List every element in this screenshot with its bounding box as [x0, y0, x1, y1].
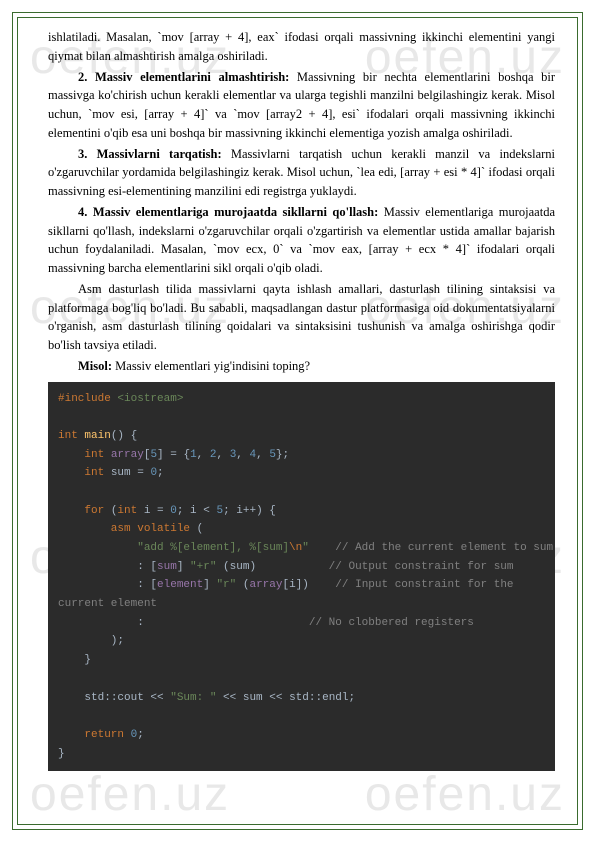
- code-text: () {: [111, 430, 137, 442]
- code-text: ; i++) {: [223, 505, 276, 517]
- code-text: (: [190, 523, 203, 535]
- code-str: "add %[element], %[sum]: [58, 542, 289, 554]
- code-text: sum =: [104, 467, 150, 479]
- code-kw: int: [58, 467, 104, 479]
- code-text: (sum): [216, 561, 328, 573]
- code-comment: // Input constraint for the: [335, 579, 513, 591]
- misol-line: Misol: Massiv elementlari yig'indisini t…: [48, 357, 555, 376]
- code-text: };: [276, 449, 289, 461]
- code-func: main: [78, 430, 111, 442]
- code-text: : [: [58, 579, 157, 591]
- code-block: #include <iostream> int main() { int arr…: [48, 382, 555, 772]
- code-kw: int: [117, 505, 137, 517]
- code-kw: int: [58, 449, 104, 461]
- code-preproc: #include: [58, 393, 111, 405]
- code-text: i =: [137, 505, 170, 517]
- code-kw: asm volatile: [58, 523, 190, 535]
- code-text: << sum <<: [216, 692, 289, 704]
- code-text: }: [58, 654, 91, 666]
- code-str: "+r": [190, 561, 216, 573]
- misol-text: Massiv elementlari yig'indisini toping?: [112, 359, 310, 373]
- paragraph-2: 2. Massiv elementlarini almashtirish: Ma…: [48, 68, 555, 143]
- section-label-3: 3. Massivlarni tarqatish:: [78, 147, 222, 161]
- code-text: (: [236, 579, 249, 591]
- code-num: 0: [170, 505, 177, 517]
- code-text: ,: [256, 449, 269, 461]
- code-kw: for: [58, 505, 104, 517]
- code-var: array: [104, 449, 144, 461]
- paragraph-1: ishlatiladi. Masalan, `mov [array + 4], …: [48, 28, 555, 66]
- code-text: ]: [203, 579, 216, 591]
- code-num: 1: [190, 449, 197, 461]
- misol-label: Misol:: [78, 359, 112, 373]
- code-text: ,: [236, 449, 249, 461]
- paragraph-4: 4. Massiv elementlariga murojaatda sikll…: [48, 203, 555, 278]
- section-label-2: 2. Massiv elementlarini almashtirish:: [78, 70, 289, 84]
- code-include: <iostream>: [111, 393, 184, 405]
- document-content: ishlatiladi. Masalan, `mov [array + 4], …: [0, 0, 595, 791]
- code-text: }: [58, 748, 65, 760]
- code-str: "Sum: ": [170, 692, 216, 704]
- code-kw: return: [58, 729, 131, 741]
- code-ns: std: [58, 692, 104, 704]
- code-comment: // Add the current element to sum: [309, 542, 553, 554]
- code-text: ,: [216, 449, 229, 461]
- code-text: ,: [197, 449, 210, 461]
- code-text: ::endl;: [309, 692, 355, 704]
- code-esc: \n: [289, 542, 302, 554]
- paragraph-5: Asm dasturlash tilida massivlarni qayta …: [48, 280, 555, 355]
- paragraph-3: 3. Massivlarni tarqatish: Massivlarni ta…: [48, 145, 555, 201]
- code-var: element: [157, 579, 203, 591]
- code-var: sum: [157, 561, 177, 573]
- code-str: "r": [216, 579, 236, 591]
- code-text: (: [104, 505, 117, 517]
- code-text: ] = {: [157, 449, 190, 461]
- code-text: ; i <: [177, 505, 217, 517]
- code-comment: // Output constraint for sum: [329, 561, 514, 573]
- code-str: ": [302, 542, 309, 554]
- code-comment: current element: [58, 598, 157, 610]
- code-num: 5: [269, 449, 276, 461]
- code-text: :: [58, 617, 309, 629]
- section-label-4: 4. Massiv elementlariga murojaatda sikll…: [78, 205, 378, 219]
- code-text: ;: [137, 729, 144, 741]
- code-text: ;: [157, 467, 164, 479]
- code-text: : [: [58, 561, 157, 573]
- code-text: );: [58, 635, 124, 647]
- code-var: array: [249, 579, 282, 591]
- code-text: [i]): [282, 579, 335, 591]
- code-text: ]: [177, 561, 190, 573]
- code-comment: // No clobbered registers: [309, 617, 474, 629]
- code-ns: std: [289, 692, 309, 704]
- code-text: ::cout <<: [104, 692, 170, 704]
- code-kw: int: [58, 430, 78, 442]
